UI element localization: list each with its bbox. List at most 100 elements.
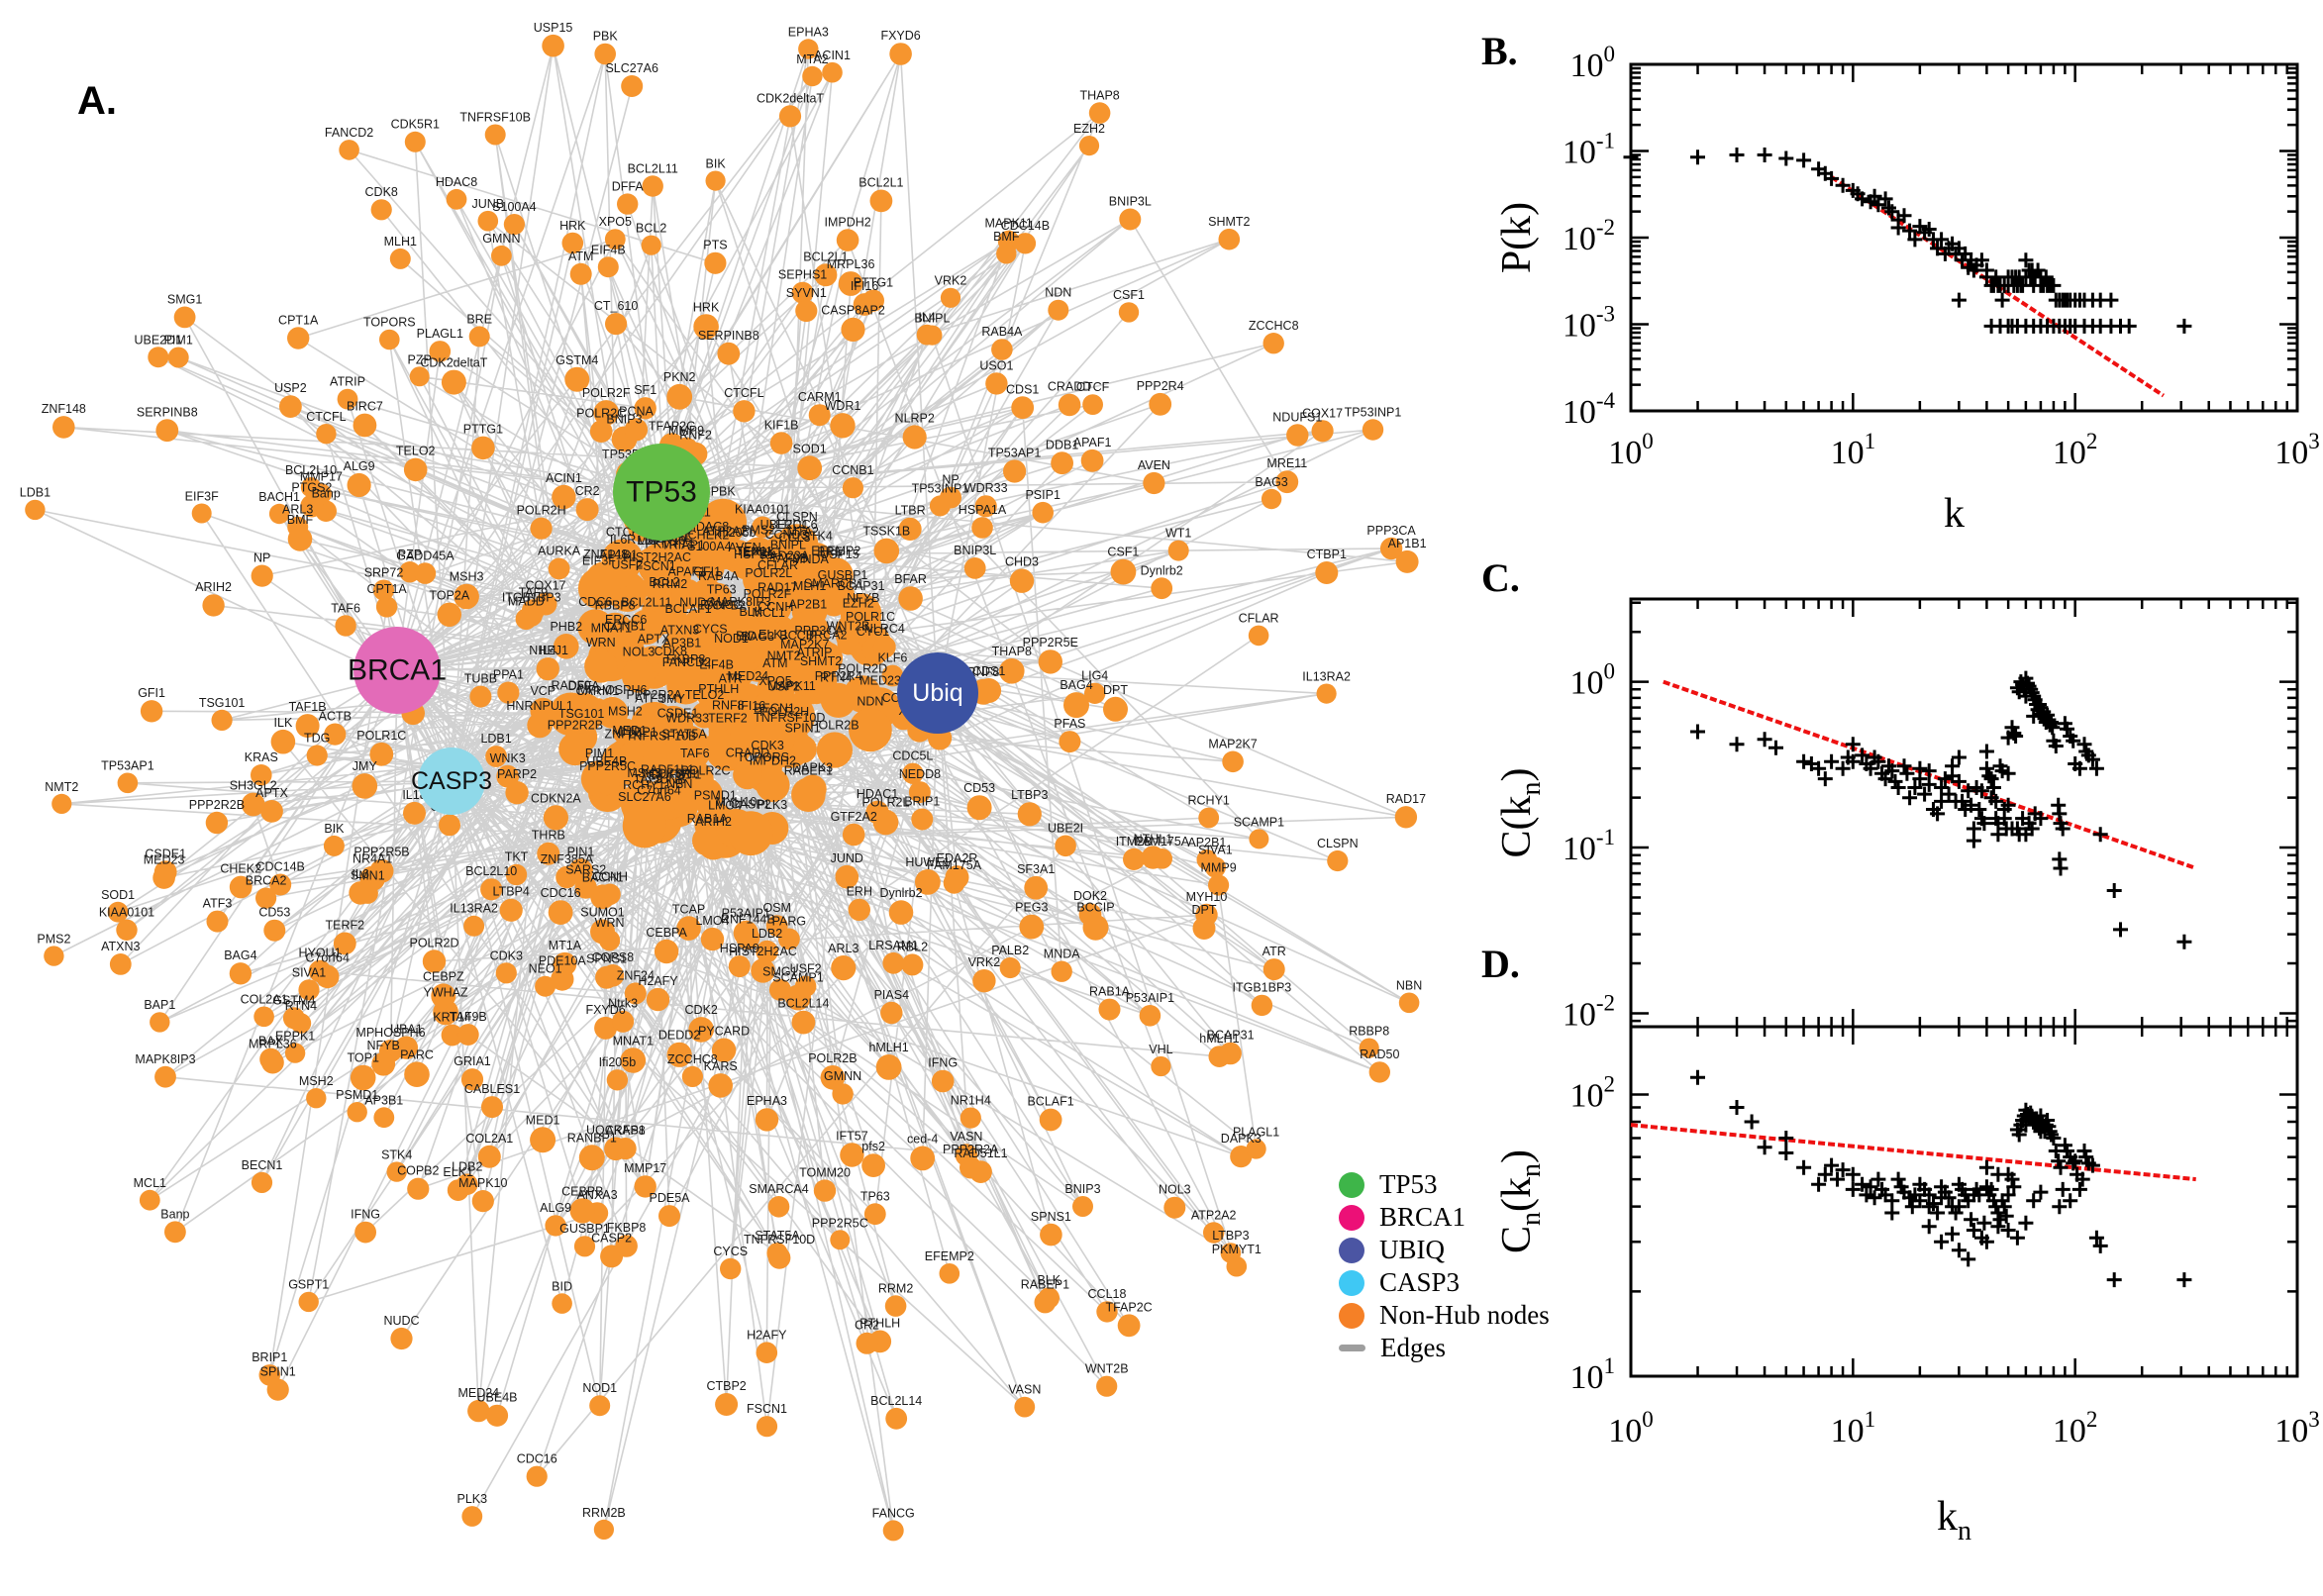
node-label: ATF3 <box>203 897 233 911</box>
node-label: WT1 <box>675 767 701 781</box>
node-label: JMY <box>353 759 378 773</box>
node-label: BACH1 <box>258 490 300 504</box>
network-node <box>379 329 400 350</box>
node-label: HUWE1 <box>905 855 950 869</box>
hub-node-casp3 <box>418 748 485 815</box>
node-label: CRADD <box>726 747 769 760</box>
network-node <box>976 678 1002 703</box>
node-label: RCHY1 <box>1188 794 1230 808</box>
node-label: USF2 <box>790 962 822 976</box>
node-label: PZP <box>408 352 432 366</box>
network-node <box>552 1293 572 1314</box>
node-label: ATRIP <box>797 646 833 659</box>
node-label: NUDC <box>383 1314 419 1328</box>
node-label: Ifi205b <box>719 526 757 540</box>
network-node <box>1208 1046 1231 1067</box>
network-node <box>44 946 64 966</box>
network-node <box>607 571 648 612</box>
node-label: SHMT2 <box>800 654 842 668</box>
node-label: THAP8 <box>1079 88 1119 102</box>
network-node <box>763 594 792 623</box>
node-label: BNIP3L <box>1109 195 1152 209</box>
node-label: RAB1A <box>1089 985 1131 999</box>
network-node <box>621 75 644 97</box>
network-node <box>1017 802 1042 827</box>
node-label: P53AIP1 <box>722 907 770 921</box>
network-node <box>298 1291 319 1313</box>
network-node <box>287 527 313 551</box>
network-node <box>1167 540 1189 561</box>
node-label: MAP2K7 <box>1208 738 1257 751</box>
network-node <box>624 509 648 533</box>
network-node <box>772 562 797 587</box>
node-label: TDG <box>304 731 330 745</box>
node-label: SRP72 <box>364 566 404 580</box>
network-node <box>669 668 704 704</box>
network-node <box>872 809 899 836</box>
node-label: GFI1 <box>693 564 721 578</box>
node-label: POLR2H <box>759 705 809 719</box>
node-label: EZH2 <box>1073 122 1105 136</box>
network-node <box>757 669 793 706</box>
node-label: LTBP3 <box>1011 788 1048 802</box>
node-label: NLRC4 <box>864 622 905 636</box>
node-label: BCCIP <box>779 629 817 643</box>
node-label: TELO2 <box>685 688 725 702</box>
node-label: TUBB <box>464 672 497 686</box>
node-label: CR2 <box>575 484 600 498</box>
scatter-points <box>1690 1069 2192 1288</box>
network-node <box>241 792 265 817</box>
node-label: ZNF148 <box>583 548 628 561</box>
network-node <box>1398 992 1420 1014</box>
node-label: STK4 <box>802 529 833 543</box>
node-label: CTCFL <box>724 386 763 400</box>
network-node <box>595 965 619 989</box>
network-node <box>861 638 884 661</box>
network-node <box>747 580 791 625</box>
node-label: MCL1 <box>134 1176 166 1190</box>
node-label: RBL2 <box>897 940 928 953</box>
node-label: UBE4B <box>477 1391 518 1405</box>
network-node <box>604 1137 628 1161</box>
node-label: APTX <box>255 786 288 800</box>
node-label: ITGB1BP3 <box>1233 981 1292 995</box>
network-node <box>1196 848 1218 870</box>
network-node <box>437 602 461 627</box>
node-label: SMARCB1 <box>804 577 863 591</box>
network-node <box>1118 302 1140 323</box>
network-node <box>403 801 426 825</box>
brca1-dot-icon <box>1339 1204 1364 1231</box>
network-node <box>316 424 337 445</box>
network-node <box>375 596 398 618</box>
network-node <box>960 1107 981 1129</box>
network-node <box>885 1407 908 1430</box>
node-label: BFAR <box>894 572 927 586</box>
legend-item-ubiq: UBIQ <box>1339 1234 1550 1266</box>
network-node <box>600 1245 624 1268</box>
network-node <box>282 1007 305 1030</box>
network-node <box>1246 1139 1266 1159</box>
network-node <box>1003 459 1027 483</box>
axis-title: P(k) <box>1494 202 1540 273</box>
network-node <box>828 561 852 585</box>
network-node <box>662 511 708 557</box>
node-label: LDB1 <box>20 486 50 500</box>
node-label: NDUFS1 <box>1272 410 1322 424</box>
network-node <box>1098 998 1121 1021</box>
node-label: CASP2 <box>731 797 771 811</box>
network-node <box>603 633 646 675</box>
network-node <box>1141 846 1165 869</box>
network-node <box>928 726 953 750</box>
node-label: TAF6 <box>680 747 710 760</box>
node-label: POLR2L <box>745 566 792 580</box>
network-node <box>1009 568 1035 593</box>
network-node <box>1262 333 1284 354</box>
node-label: RCHY1 <box>623 778 664 792</box>
network-node <box>631 701 677 748</box>
node-label: RAB4A <box>698 569 740 583</box>
network-node <box>868 1330 892 1353</box>
network-node <box>109 953 132 975</box>
network-node <box>675 519 706 549</box>
node-label: FAM175A <box>1135 835 1190 848</box>
network-node <box>898 586 923 611</box>
